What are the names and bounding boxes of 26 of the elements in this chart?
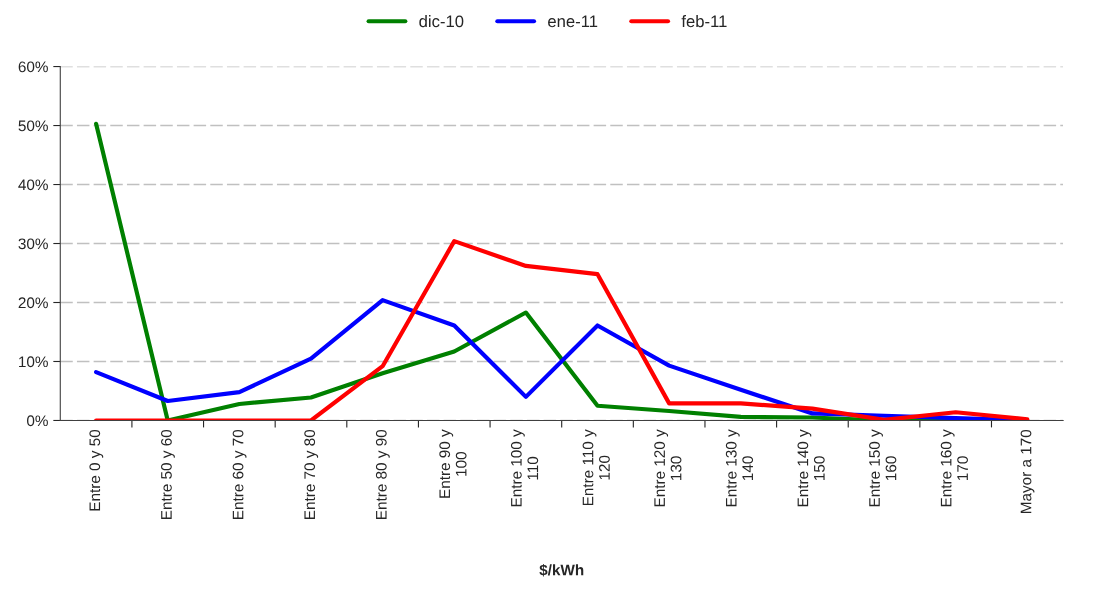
y-tick-label: 30%	[18, 238, 48, 250]
x-tick-label: Entre 90 y 100	[439, 429, 467, 498]
line-series	[94, 239, 1030, 421]
x-tick-label: Entre 80 y 90	[375, 429, 390, 519]
x-tick-label: Entre 130 y 140	[725, 429, 754, 507]
x-tick-label: Entre 50 y 60	[161, 429, 175, 519]
y-tick-label: 0%	[26, 415, 48, 427]
x-tick-label: Entre 60 y 70	[232, 429, 247, 519]
y-tick-label: 40%	[18, 179, 48, 191]
y-tick-label: 10%	[19, 356, 48, 368]
x-tick-label: Entre 70 y 80	[304, 429, 319, 519]
x-tick-label: Entre 160 y 170	[940, 429, 968, 507]
legend-label: ene-11	[548, 15, 598, 28]
x-tick-label: Entre 140 y 150	[797, 429, 825, 507]
x-axis-title: $/kWh	[539, 563, 584, 577]
x-tick-label: Entre 150 y 160	[869, 429, 897, 507]
y-tick-label: 50%	[18, 120, 48, 132]
x-tick-label: Entre 110 y 120	[582, 429, 610, 506]
x-tick-label: Entre 0 y 50	[89, 429, 104, 511]
x-tick-label: Entre 100 y 110	[510, 429, 539, 507]
legend-label: dic-10	[419, 15, 464, 28]
x-tick-label: Entre 120 y 130	[654, 429, 682, 507]
y-tick-label: 60%	[18, 61, 48, 73]
x-tick-label: Mayor a 170	[1020, 429, 1035, 513]
y-tick-label: 20%	[18, 297, 48, 309]
legend-label: feb-11	[681, 15, 727, 28]
